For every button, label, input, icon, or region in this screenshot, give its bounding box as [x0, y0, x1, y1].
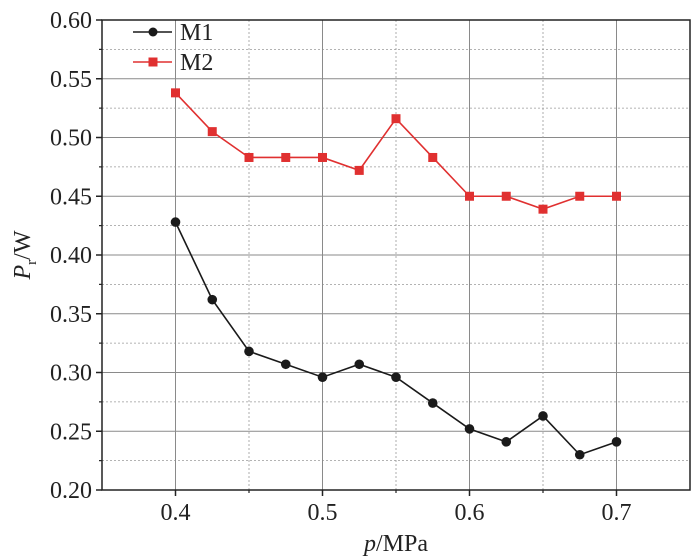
data-point	[171, 88, 180, 98]
series-m1	[170, 217, 622, 460]
data-point	[317, 372, 328, 383]
data-point	[427, 398, 438, 408]
legend: M1 M2	[133, 20, 213, 76]
y-tick-label: 0.60	[50, 8, 92, 34]
data-point	[207, 294, 218, 305]
legend-marker-m1	[148, 27, 158, 37]
y-tick-label: 0.50	[50, 126, 92, 152]
legend-label-m2: M2	[180, 50, 213, 76]
x-tick-label: 0.4	[161, 500, 191, 526]
data-point	[464, 424, 475, 434]
y-tick-label: 0.30	[50, 361, 92, 387]
y-axis-title-variable: P	[10, 265, 36, 281]
data-point	[280, 359, 291, 370]
data-point	[575, 191, 585, 201]
data-point	[354, 359, 365, 370]
data-point	[391, 114, 401, 124]
series-layer	[170, 88, 622, 460]
axis-ticks: 0.20 0.25 0.30 0.35 0.40 0.45 0.50 0.55 0.60 0.4 0…	[50, 8, 632, 526]
data-point	[611, 437, 622, 447]
data-point	[281, 152, 291, 162]
y-axis-title: Pr/W	[10, 230, 40, 280]
y-axis-title-text: Pr/W	[10, 230, 40, 280]
y-axis-title-subscript: r	[24, 260, 40, 265]
data-point	[465, 191, 474, 201]
data-point	[538, 204, 548, 214]
data-point	[207, 127, 217, 137]
x-tick-label: 0.7	[602, 500, 632, 526]
data-point	[391, 372, 401, 383]
data-point	[501, 437, 512, 447]
y-tick-label: 0.40	[50, 243, 92, 269]
data-point	[501, 191, 511, 201]
y-axis-title-unit: /W	[10, 230, 36, 260]
legend-label-m1: M1	[180, 20, 213, 46]
x-tick-label: 0.5	[308, 500, 338, 526]
data-point	[428, 152, 438, 162]
data-point	[574, 449, 585, 460]
x-axis-title: p/MPa	[362, 531, 428, 557]
y-tick-label: 0.35	[50, 302, 92, 328]
y-tick-label: 0.45	[50, 184, 92, 210]
series-m2	[171, 88, 621, 214]
y-tick-label: 0.55	[50, 67, 92, 93]
data-point	[318, 152, 327, 162]
data-point	[244, 152, 254, 162]
legend-marker-m2	[148, 57, 158, 67]
data-point	[170, 217, 181, 227]
data-point	[612, 191, 621, 201]
x-axis-title-variable: p	[362, 531, 376, 557]
x-tick-label: 0.6	[455, 500, 485, 526]
x-axis-title-unit: /MPa	[376, 531, 428, 557]
data-point	[538, 411, 548, 421]
y-tick-label: 0.25	[50, 419, 92, 445]
data-point	[244, 346, 254, 357]
y-tick-label: 0.20	[50, 478, 92, 504]
data-point	[354, 165, 364, 175]
